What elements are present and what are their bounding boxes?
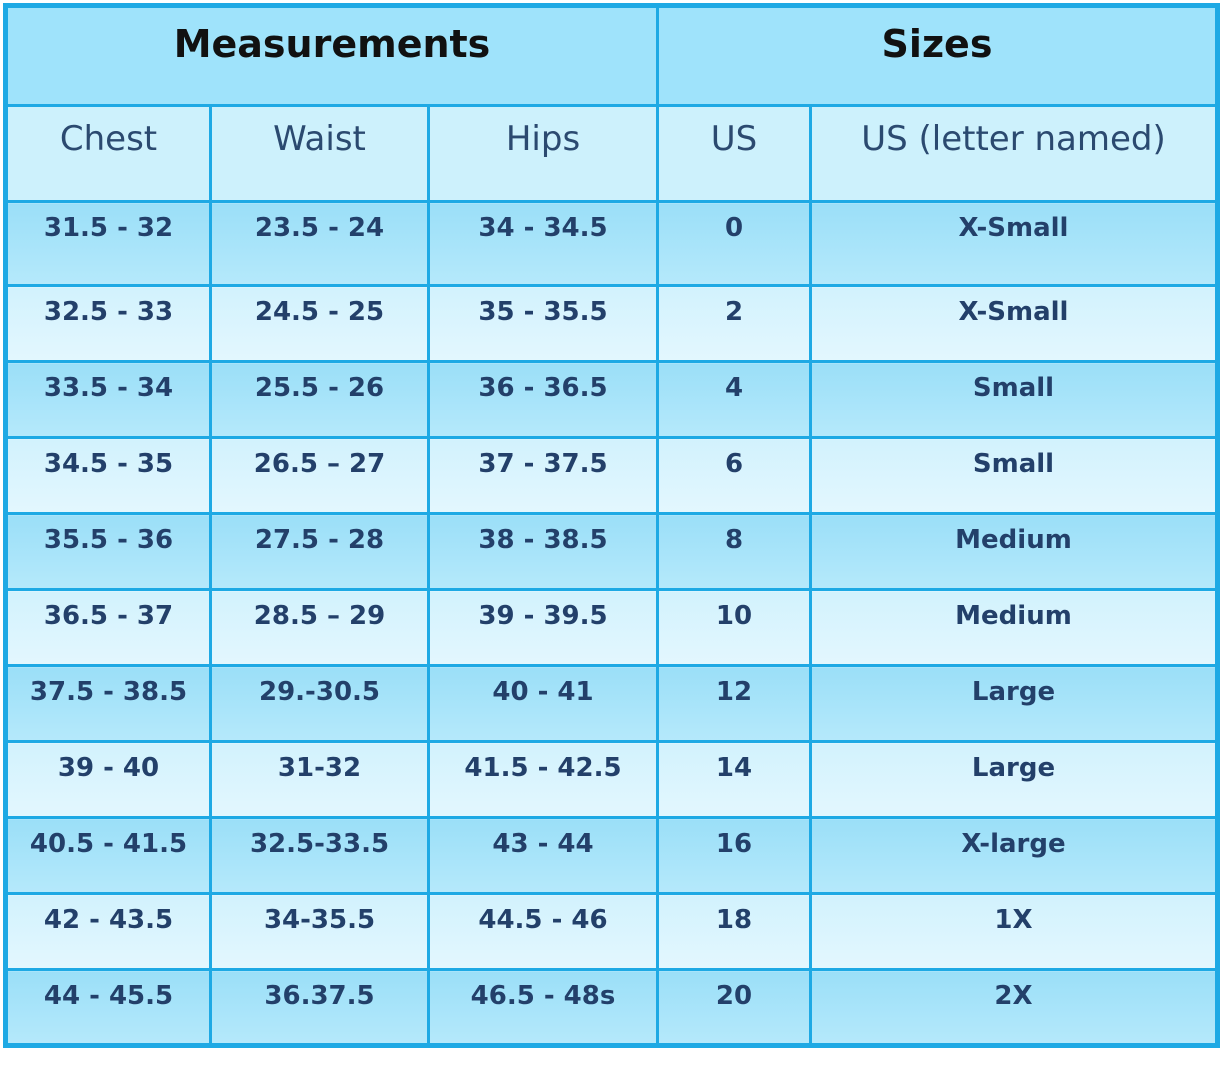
hips-cell: 36 - 36.5 bbox=[427, 360, 659, 439]
hips-cell: 40 - 41 bbox=[427, 664, 659, 743]
chest-cell: 40.5 - 41.5 bbox=[4, 816, 212, 895]
table-row: 37.5 - 38.5 29.-30.5 40 - 41 12 Large bbox=[4, 664, 1219, 743]
table-row: 33.5 - 34 25.5 - 26 36 - 36.5 4 Small bbox=[4, 360, 1219, 439]
chest-cell: 37.5 - 38.5 bbox=[4, 664, 212, 743]
chest-cell: 42 - 43.5 bbox=[4, 892, 212, 971]
us-letter-size-cell: X-Small bbox=[809, 200, 1219, 287]
table-row: 39 - 40 31-32 41.5 - 42.5 14 Large bbox=[4, 740, 1219, 819]
column-header-us-letter: US (letter named) bbox=[809, 104, 1219, 203]
waist-cell: 24.5 - 25 bbox=[209, 284, 430, 363]
table-row: 36.5 - 37 28.5 – 29 39 - 39.5 10 Medium bbox=[4, 588, 1219, 667]
us-size-cell: 2 bbox=[656, 284, 812, 363]
us-size-cell: 20 bbox=[656, 968, 812, 1047]
waist-cell: 23.5 - 24 bbox=[209, 200, 430, 287]
chest-cell: 44 - 45.5 bbox=[4, 968, 212, 1047]
waist-cell: 29.-30.5 bbox=[209, 664, 430, 743]
hips-cell: 35 - 35.5 bbox=[427, 284, 659, 363]
us-letter-size-cell: 1X bbox=[809, 892, 1219, 971]
table-body: 31.5 - 32 23.5 - 24 34 - 34.5 0 X-Small 32.5 … bbox=[4, 200, 1219, 1047]
us-letter-size-cell: X-Small bbox=[809, 284, 1219, 363]
us-letter-size-cell: Small bbox=[809, 360, 1219, 439]
us-size-cell: 10 bbox=[656, 588, 812, 667]
column-header-hips: Hips bbox=[427, 104, 659, 203]
hips-cell: 34 - 34.5 bbox=[427, 200, 659, 287]
size-chart-table: Measurements Sizes Chest Waist Hips US U… bbox=[3, 3, 1220, 1048]
chest-cell: 34.5 - 35 bbox=[4, 436, 212, 515]
us-size-cell: 0 bbox=[656, 200, 812, 287]
hips-cell: 46.5 - 48s bbox=[427, 968, 659, 1047]
waist-cell: 27.5 - 28 bbox=[209, 512, 430, 591]
table-row: 40.5 - 41.5 32.5-33.5 43 - 44 16 X-large bbox=[4, 816, 1219, 895]
chest-cell: 35.5 - 36 bbox=[4, 512, 212, 591]
table-row: 42 - 43.5 34-35.5 44.5 - 46 18 1X bbox=[4, 892, 1219, 971]
chest-cell: 31.5 - 32 bbox=[4, 200, 212, 287]
us-size-cell: 8 bbox=[656, 512, 812, 591]
us-letter-size-cell: Medium bbox=[809, 512, 1219, 591]
us-size-cell: 4 bbox=[656, 360, 812, 439]
table-row: 44 - 45.5 36.37.5 46.5 - 48s 20 2X bbox=[4, 968, 1219, 1047]
us-letter-size-cell: Small bbox=[809, 436, 1219, 515]
us-size-cell: 18 bbox=[656, 892, 812, 971]
table-row: 32.5 - 33 24.5 - 25 35 - 35.5 2 X-Small bbox=[4, 284, 1219, 363]
measurements-group-header: Measurements bbox=[4, 4, 659, 107]
waist-cell: 26.5 – 27 bbox=[209, 436, 430, 515]
column-header-chest: Chest bbox=[4, 104, 212, 203]
hips-cell: 43 - 44 bbox=[427, 816, 659, 895]
chest-cell: 39 - 40 bbox=[4, 740, 212, 819]
column-header-waist: Waist bbox=[209, 104, 430, 203]
us-size-cell: 16 bbox=[656, 816, 812, 895]
hips-cell: 37 - 37.5 bbox=[427, 436, 659, 515]
us-size-cell: 14 bbox=[656, 740, 812, 819]
us-letter-size-cell: Large bbox=[809, 664, 1219, 743]
us-size-cell: 6 bbox=[656, 436, 812, 515]
us-letter-size-cell: Large bbox=[809, 740, 1219, 819]
us-letter-size-cell: X-large bbox=[809, 816, 1219, 895]
us-size-cell: 12 bbox=[656, 664, 812, 743]
chest-cell: 32.5 - 33 bbox=[4, 284, 212, 363]
us-letter-size-cell: 2X bbox=[809, 968, 1219, 1047]
hips-cell: 44.5 - 46 bbox=[427, 892, 659, 971]
table-row: 35.5 - 36 27.5 - 28 38 - 38.5 8 Medium bbox=[4, 512, 1219, 591]
waist-cell: 28.5 – 29 bbox=[209, 588, 430, 667]
waist-cell: 25.5 - 26 bbox=[209, 360, 430, 439]
us-letter-size-cell: Medium bbox=[809, 588, 1219, 667]
waist-cell: 36.37.5 bbox=[209, 968, 430, 1047]
waist-cell: 32.5-33.5 bbox=[209, 816, 430, 895]
hips-cell: 38 - 38.5 bbox=[427, 512, 659, 591]
table-row: 31.5 - 32 23.5 - 24 34 - 34.5 0 X-Small bbox=[4, 200, 1219, 287]
chest-cell: 36.5 - 37 bbox=[4, 588, 212, 667]
hips-cell: 39 - 39.5 bbox=[427, 588, 659, 667]
waist-cell: 34-35.5 bbox=[209, 892, 430, 971]
chest-cell: 33.5 - 34 bbox=[4, 360, 212, 439]
waist-cell: 31-32 bbox=[209, 740, 430, 819]
sizes-group-header: Sizes bbox=[656, 4, 1219, 107]
column-header-us: US bbox=[656, 104, 812, 203]
table-row: 34.5 - 35 26.5 – 27 37 - 37.5 6 Small bbox=[4, 436, 1219, 515]
hips-cell: 41.5 - 42.5 bbox=[427, 740, 659, 819]
